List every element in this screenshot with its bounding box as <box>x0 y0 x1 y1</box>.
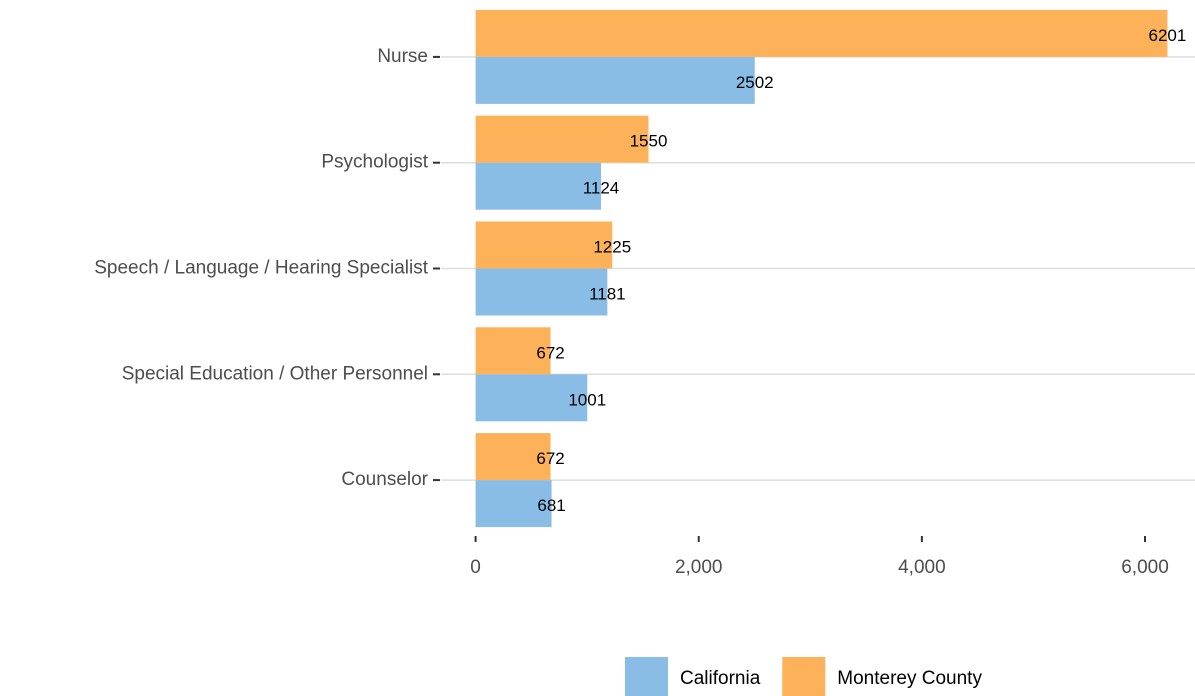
value-label: 672 <box>536 343 564 362</box>
value-label: 1181 <box>589 284 626 303</box>
bar <box>475 374 588 422</box>
bar <box>475 9 1168 57</box>
value-label: 6201 <box>1149 26 1187 45</box>
value-label: 1001 <box>568 390 606 409</box>
legend-swatch <box>782 657 826 696</box>
bar <box>475 268 608 316</box>
bar <box>475 162 601 210</box>
bar <box>475 56 755 104</box>
legend-swatch <box>625 657 668 696</box>
value-label: 1124 <box>583 179 620 198</box>
legend-label: Monterey County <box>837 668 982 689</box>
value-label: 1550 <box>630 132 668 151</box>
y-tick-label: Speech / Language / Hearing Specialist <box>94 258 429 279</box>
bar <box>475 480 552 528</box>
value-label: 1225 <box>593 237 631 256</box>
y-tick-label: Psychologist <box>321 152 428 173</box>
legend-label: California <box>680 668 761 689</box>
x-tick-label: 4,000 <box>898 557 946 578</box>
x-tick-label: 6,000 <box>1121 557 1169 578</box>
x-tick-label: 0 <box>470 557 481 578</box>
bar <box>475 327 551 375</box>
value-label: 2502 <box>736 73 774 92</box>
y-tick-label: Nurse <box>377 46 428 67</box>
y-tick-label: Counselor <box>341 469 428 490</box>
x-tick-label: 2,000 <box>675 557 723 578</box>
bar <box>475 115 649 163</box>
bar <box>475 433 551 481</box>
bar <box>475 221 613 269</box>
y-tick-label: Special Education / Other Personnel <box>122 363 428 384</box>
value-label: 681 <box>537 496 565 515</box>
value-label: 672 <box>536 449 564 468</box>
